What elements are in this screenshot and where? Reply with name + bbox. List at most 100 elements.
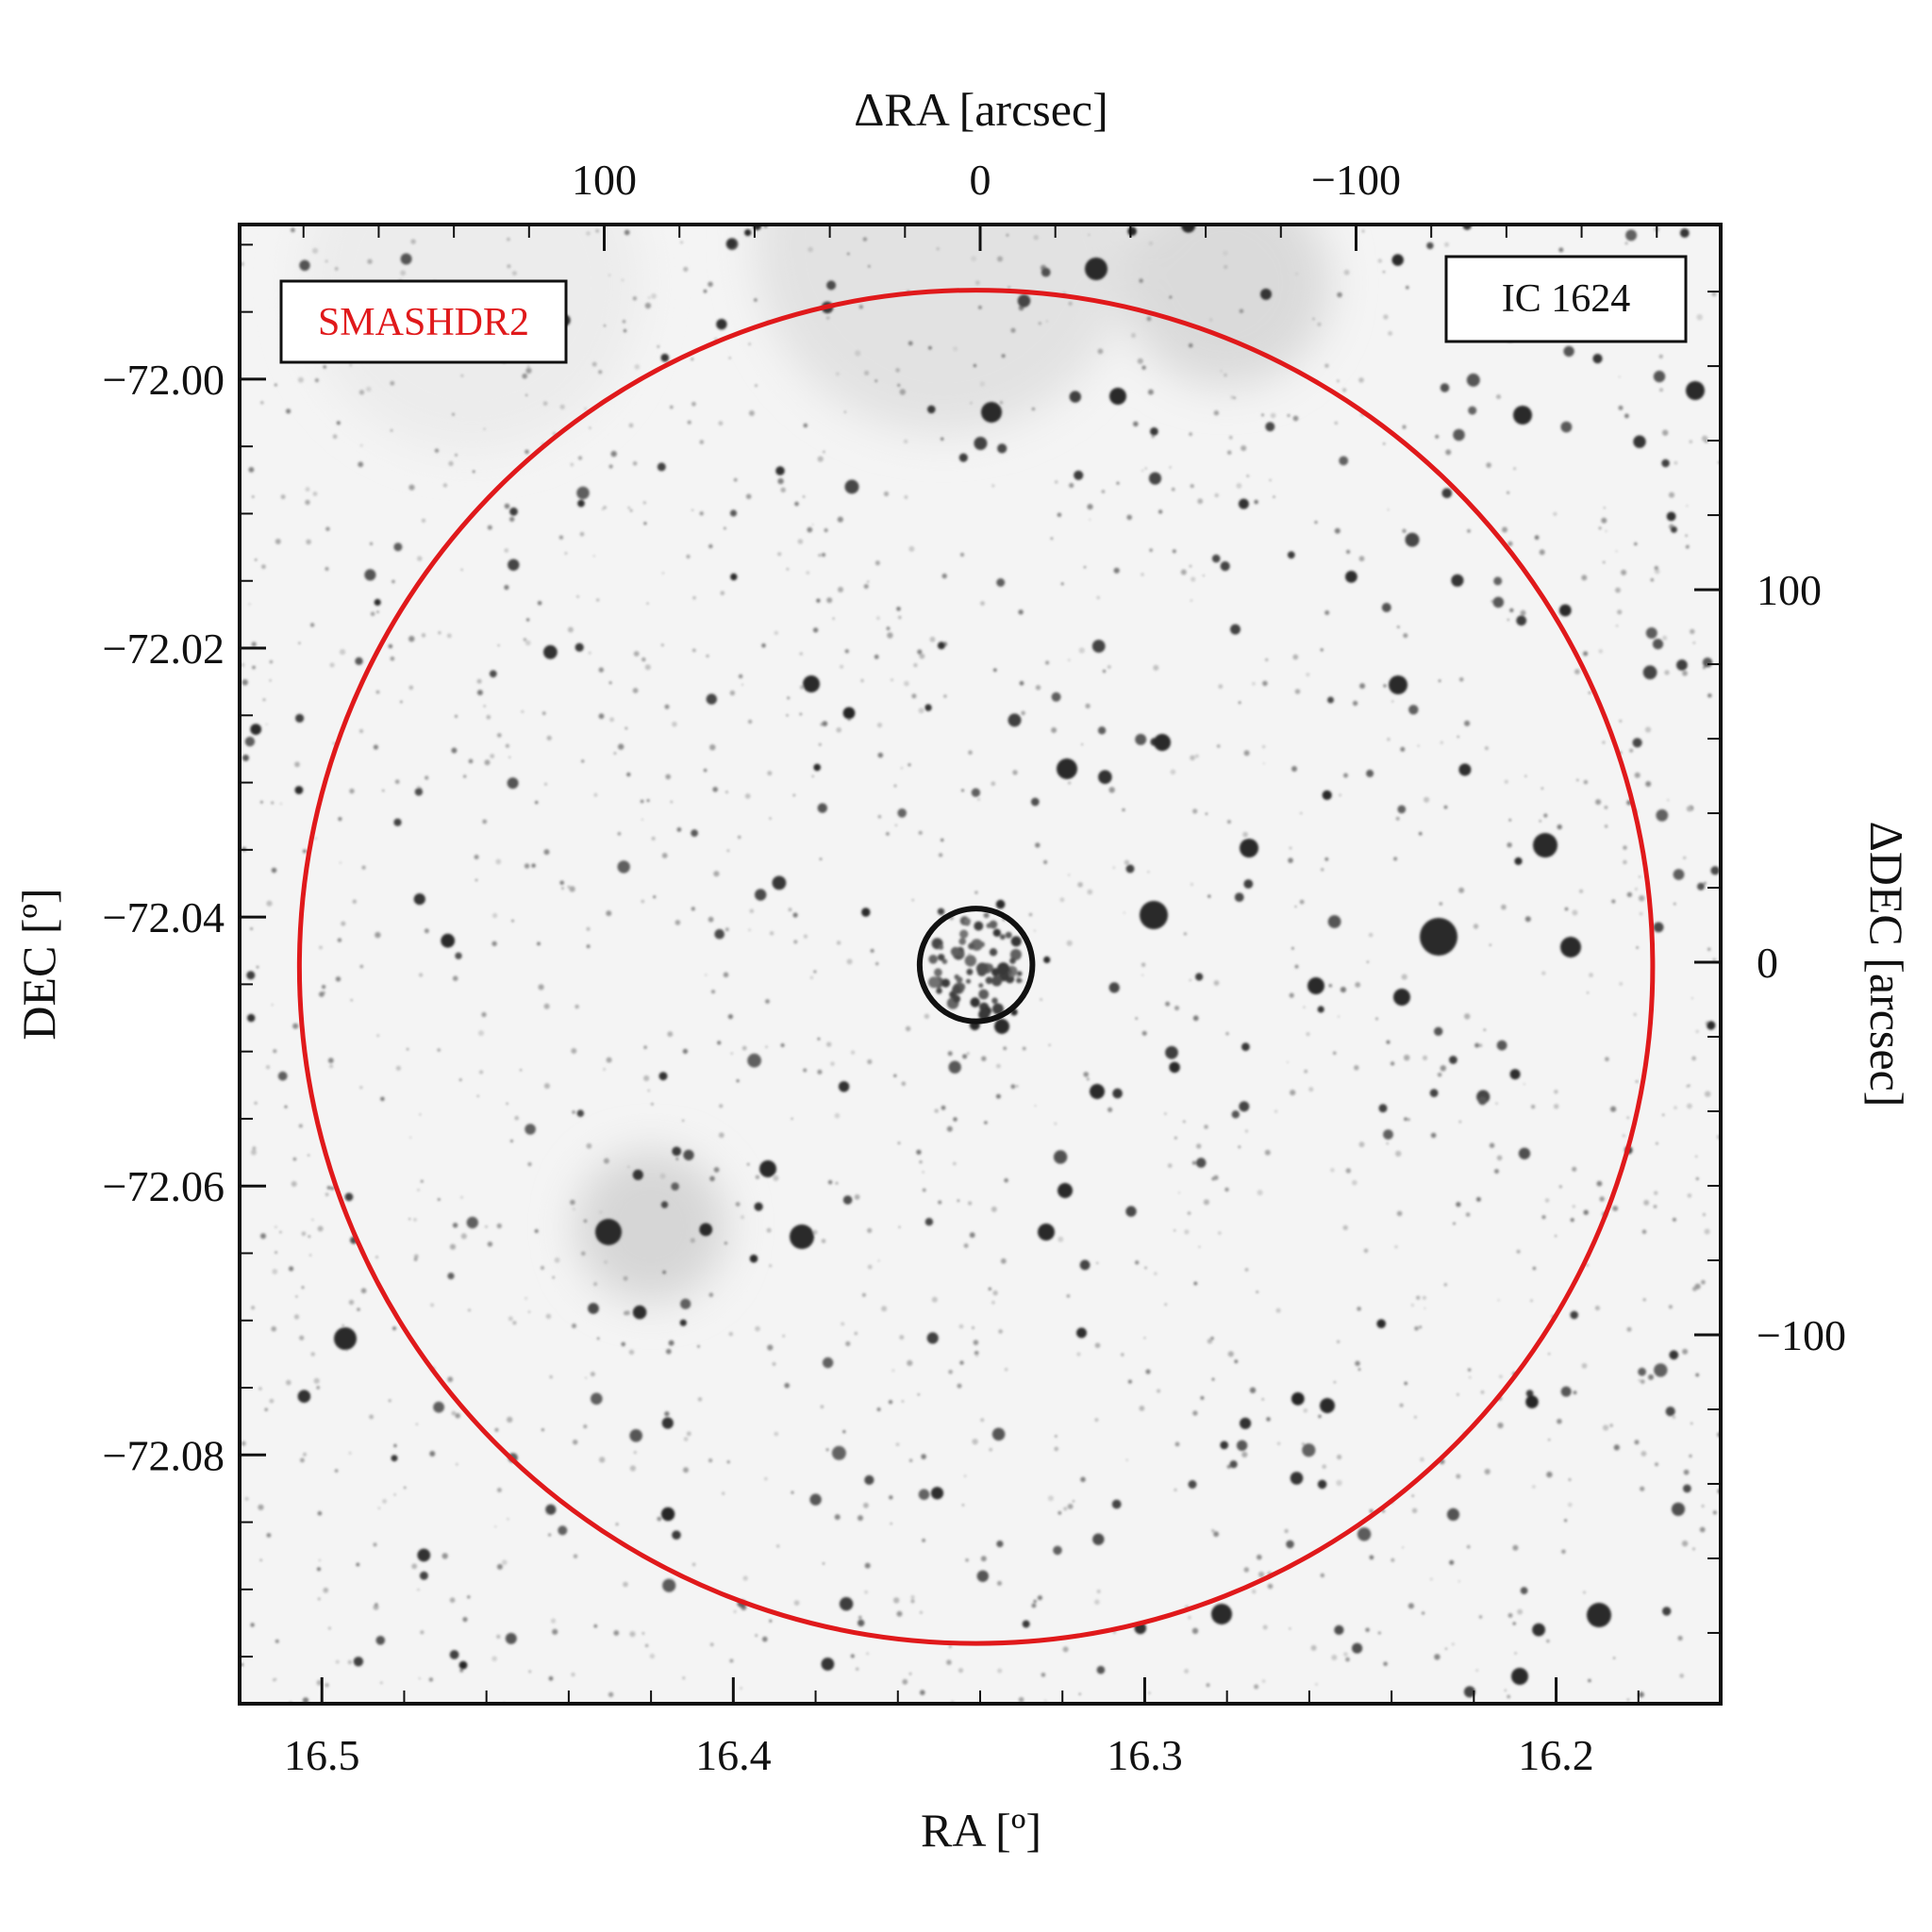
faint-star bbox=[596, 598, 600, 602]
faint-star bbox=[1310, 1644, 1317, 1651]
faint-star bbox=[525, 393, 528, 396]
faint-star bbox=[617, 832, 622, 836]
medium-star bbox=[809, 1493, 822, 1506]
faint-star bbox=[1419, 1325, 1423, 1329]
faint-star bbox=[1270, 412, 1276, 419]
faint-star bbox=[613, 752, 617, 755]
faint-star bbox=[575, 1004, 579, 1009]
faint-star bbox=[1564, 1519, 1568, 1523]
medium-star bbox=[842, 1195, 853, 1205]
faint-star bbox=[691, 907, 695, 911]
faint-star bbox=[1530, 1105, 1536, 1109]
faint-star bbox=[1361, 229, 1365, 233]
faint-star bbox=[1539, 549, 1545, 556]
faint-star bbox=[1258, 1571, 1265, 1578]
medium-star bbox=[1096, 1665, 1106, 1674]
faint-star bbox=[854, 1331, 858, 1336]
faint-star bbox=[855, 350, 861, 357]
faint-star bbox=[958, 1324, 964, 1329]
faint-star bbox=[834, 1112, 841, 1119]
left-axis-title: DEC [º] bbox=[12, 888, 65, 1040]
faint-star bbox=[1701, 1505, 1705, 1507]
faint-star bbox=[723, 972, 729, 978]
faint-star bbox=[1308, 1087, 1314, 1092]
faint-star bbox=[1067, 1504, 1074, 1509]
faint-star bbox=[680, 241, 683, 244]
faint-star bbox=[817, 1069, 823, 1074]
faint-star bbox=[1226, 1464, 1231, 1469]
faint-star bbox=[1252, 681, 1256, 686]
faint-star bbox=[1141, 974, 1144, 976]
faint-star bbox=[1345, 1168, 1352, 1174]
faint-star bbox=[1224, 264, 1228, 270]
faint-star bbox=[692, 595, 696, 600]
medium-star bbox=[1666, 511, 1676, 522]
faint-star bbox=[1440, 1065, 1447, 1072]
medium-star bbox=[1671, 1502, 1686, 1516]
faint-star bbox=[292, 1023, 299, 1029]
medium-star bbox=[355, 657, 363, 665]
faint-star bbox=[896, 607, 901, 611]
faint-star bbox=[1033, 235, 1039, 241]
faint-star bbox=[468, 758, 474, 764]
faint-star bbox=[292, 1157, 297, 1161]
faint-star bbox=[691, 648, 696, 653]
faint-star bbox=[1507, 541, 1513, 547]
faint-star bbox=[543, 1083, 550, 1090]
cluster-star bbox=[966, 968, 974, 975]
faint-star bbox=[380, 1096, 385, 1102]
faint-star bbox=[670, 800, 674, 804]
medium-star bbox=[1234, 892, 1244, 902]
medium-star bbox=[1165, 1045, 1178, 1059]
faint-star bbox=[339, 861, 342, 864]
faint-star bbox=[523, 638, 527, 641]
faint-star bbox=[1707, 947, 1711, 951]
faint-star bbox=[667, 1031, 674, 1038]
faint-star bbox=[404, 1486, 407, 1490]
faint-star bbox=[1589, 973, 1593, 977]
faint-star bbox=[811, 524, 814, 525]
faint-star bbox=[273, 1049, 277, 1054]
faint-star bbox=[514, 1115, 519, 1121]
faint-star bbox=[1465, 1212, 1471, 1217]
faint-star bbox=[603, 1068, 607, 1071]
medium-star bbox=[543, 644, 558, 659]
medium-star bbox=[1265, 422, 1275, 432]
faint-star bbox=[1579, 889, 1584, 893]
bright-star bbox=[790, 1224, 814, 1249]
medium-star bbox=[1381, 603, 1391, 612]
faint-star bbox=[326, 1186, 331, 1190]
faint-star bbox=[329, 662, 335, 668]
faint-star bbox=[1202, 575, 1205, 577]
medium-star bbox=[629, 1429, 642, 1442]
faint-star bbox=[1089, 518, 1091, 521]
cluster-star bbox=[997, 962, 1009, 975]
faint-star bbox=[1037, 1595, 1042, 1601]
faint-star bbox=[1561, 1549, 1566, 1555]
faint-star bbox=[266, 900, 273, 907]
faint-star bbox=[252, 665, 256, 670]
faint-star bbox=[1339, 793, 1342, 797]
faint-star bbox=[647, 1089, 651, 1092]
faint-star bbox=[841, 1322, 845, 1326]
bright-star bbox=[1389, 675, 1407, 694]
faint-star bbox=[1654, 568, 1660, 575]
cluster-star bbox=[989, 948, 998, 957]
bright-star bbox=[1140, 901, 1168, 929]
faint-star bbox=[727, 1014, 734, 1020]
faint-star bbox=[948, 1645, 952, 1648]
faint-star bbox=[1018, 609, 1024, 615]
faint-star bbox=[660, 643, 664, 647]
faint-star bbox=[406, 1048, 409, 1051]
faint-star bbox=[1332, 1051, 1337, 1056]
faint-star bbox=[1695, 1029, 1699, 1033]
faint-star bbox=[1672, 1415, 1676, 1420]
faint-star bbox=[377, 1507, 381, 1509]
faint-star bbox=[901, 1081, 907, 1087]
faint-star bbox=[806, 571, 810, 575]
medium-star bbox=[930, 1487, 944, 1500]
faint-star bbox=[1612, 1657, 1616, 1659]
medium-star bbox=[747, 1053, 761, 1068]
faint-star bbox=[483, 705, 486, 708]
faint-star bbox=[1337, 379, 1340, 383]
